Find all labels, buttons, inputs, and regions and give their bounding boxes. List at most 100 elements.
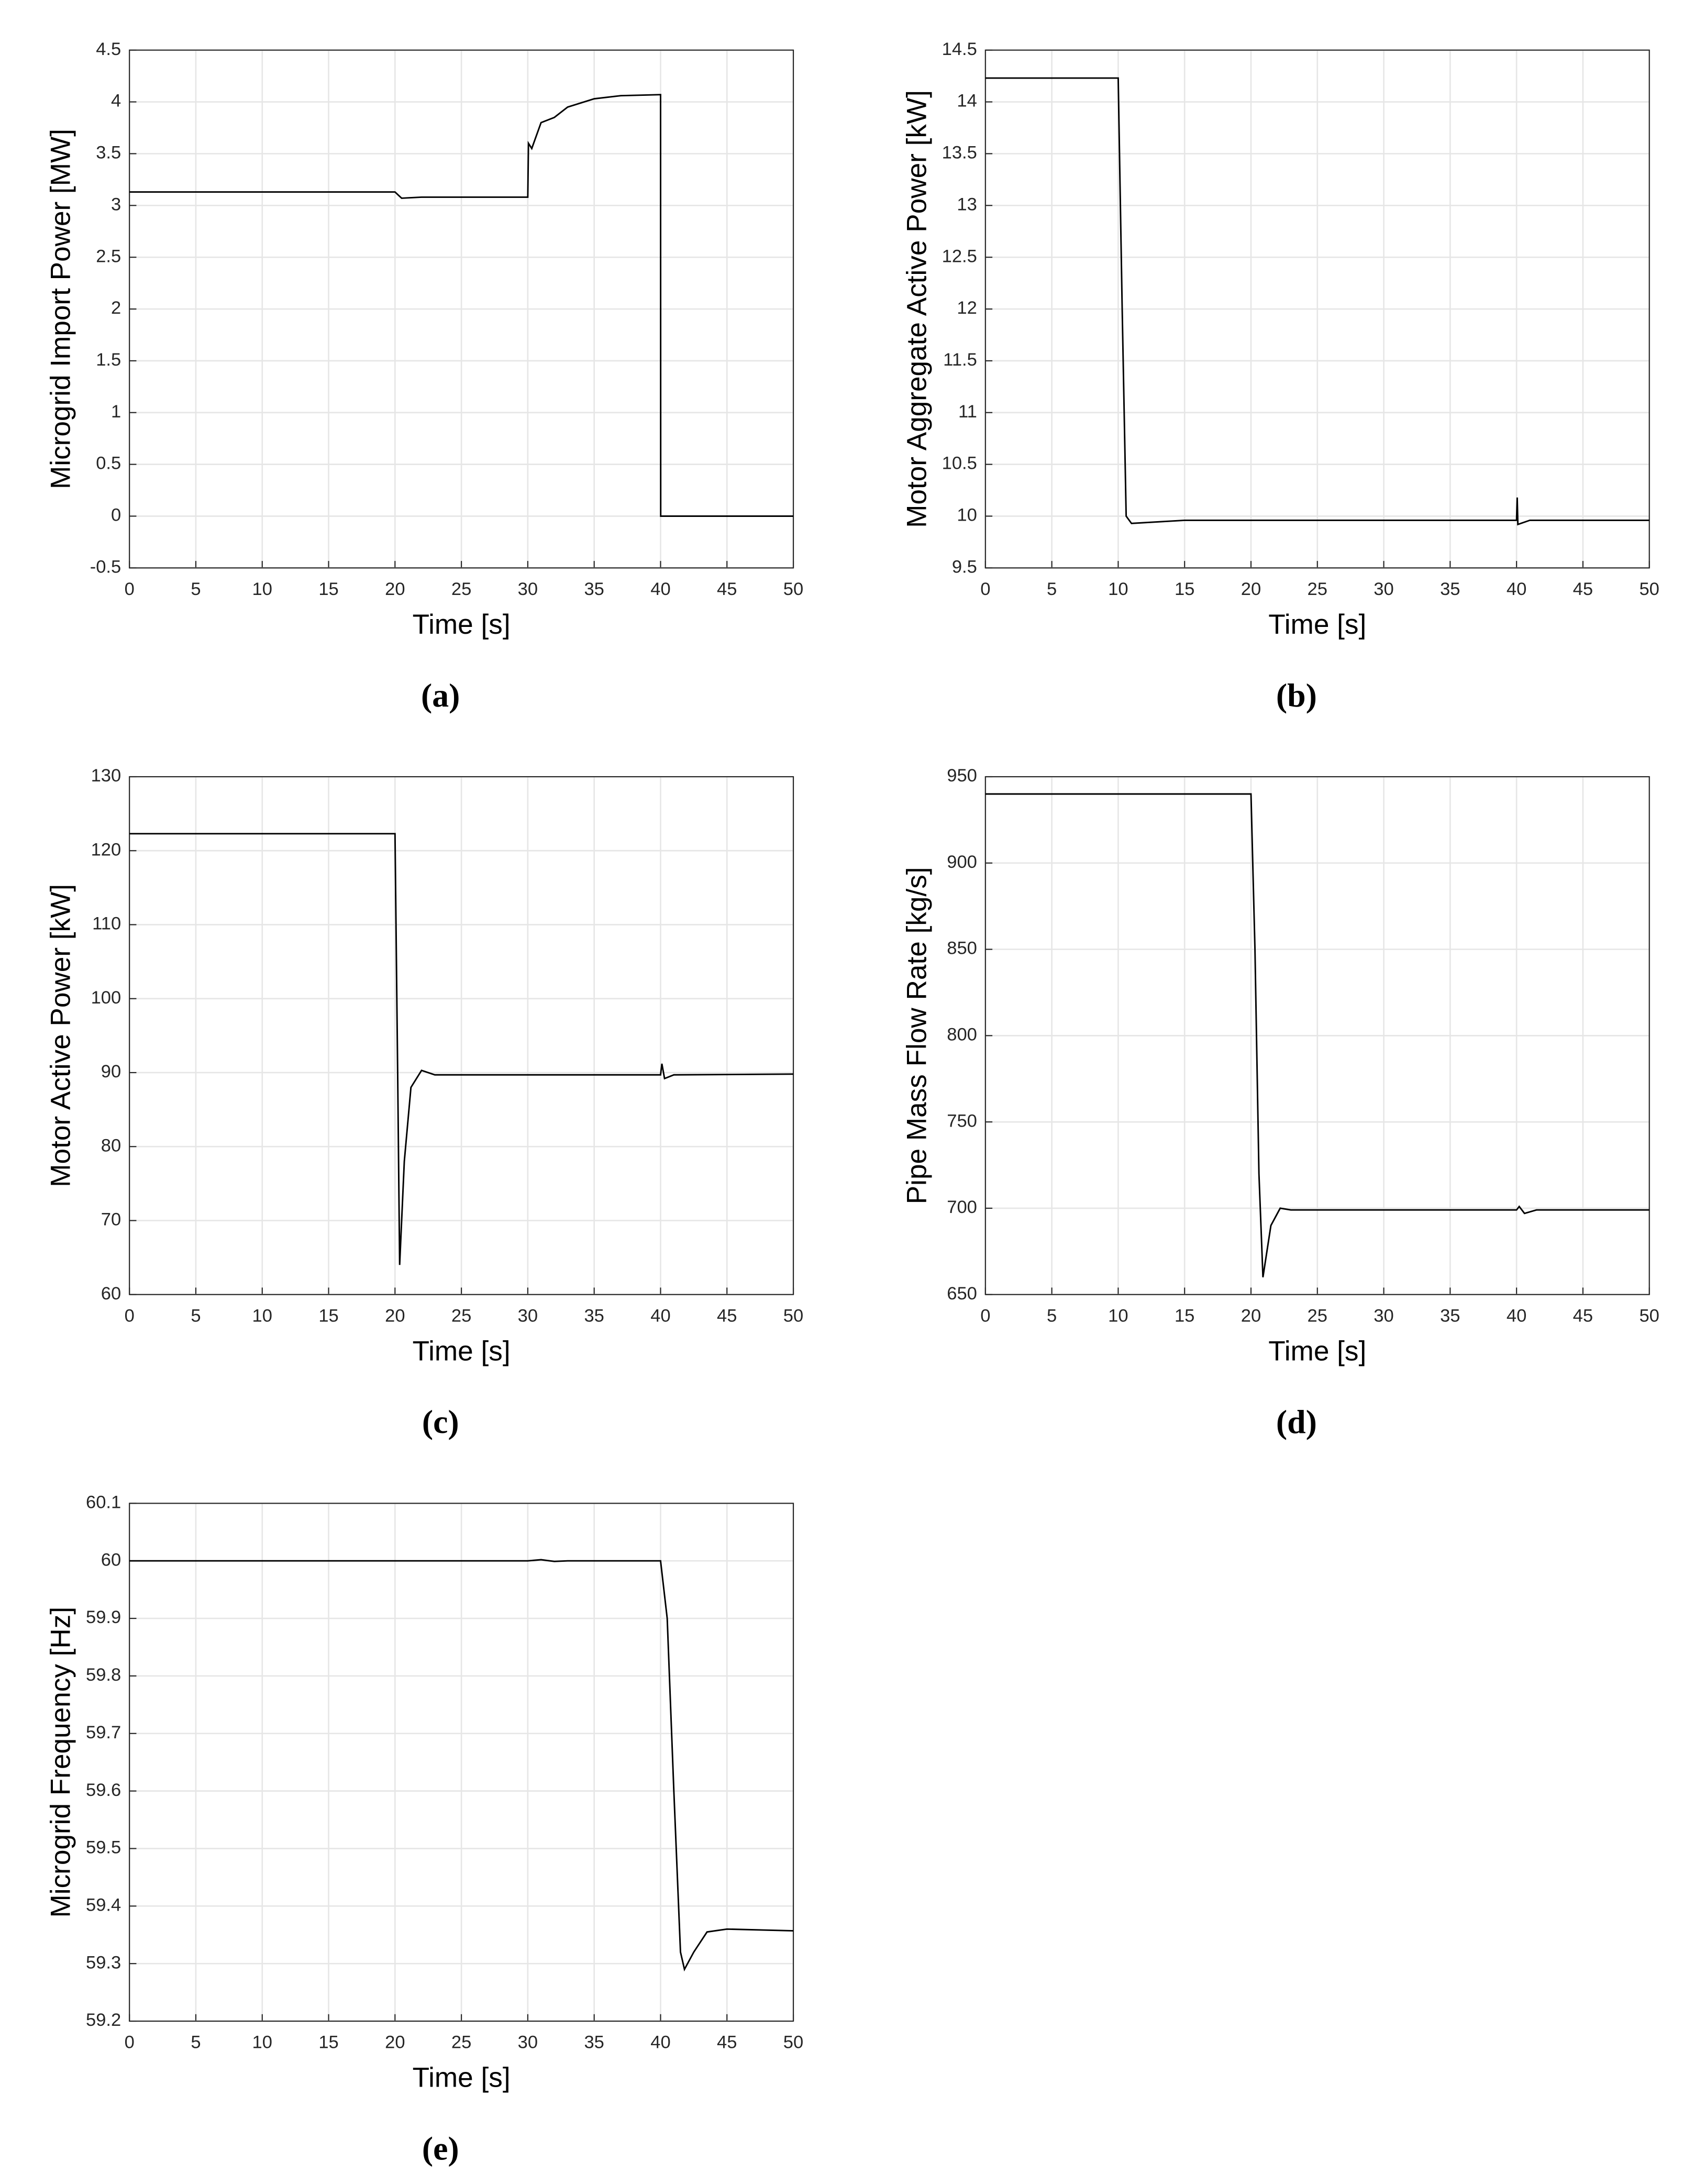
x-tick-label: 20 <box>385 1306 405 1326</box>
x-tick-label: 50 <box>1639 579 1659 599</box>
x-tick-label: 0 <box>125 2033 135 2053</box>
y-tick-label: -0.5 <box>90 557 121 577</box>
y-tick-label: 0 <box>111 505 121 525</box>
y-axis-label: Motor Aggregate Active Power [kW] <box>901 90 932 528</box>
x-tick-label: 25 <box>451 1306 471 1326</box>
y-tick-label: 90 <box>101 1062 121 1082</box>
y-tick-label: 800 <box>947 1024 977 1044</box>
y-tick-label: 1.5 <box>96 350 121 370</box>
caption: (d) <box>1276 1403 1317 1440</box>
x-tick-label: 35 <box>1440 1306 1460 1326</box>
y-tick-label: 900 <box>947 852 977 872</box>
x-tick-label: 45 <box>717 579 737 599</box>
x-tick-label: 40 <box>650 579 670 599</box>
x-tick-label: 15 <box>318 1306 338 1326</box>
y-tick-label: 59.4 <box>86 1895 121 1915</box>
y-tick-label: 750 <box>947 1111 977 1131</box>
axes-box <box>129 776 794 1295</box>
x-tick-label: 50 <box>1639 1306 1659 1326</box>
x-tick-label: 10 <box>1108 1306 1128 1326</box>
y-tick-label: 110 <box>92 914 121 934</box>
y-tick-label: 12.5 <box>942 246 977 266</box>
y-tick-label: 60 <box>101 1284 121 1304</box>
y-tick-label: 2.5 <box>96 246 121 266</box>
y-tick-label: 59.2 <box>86 2010 121 2030</box>
x-tick-label: 0 <box>980 1306 990 1326</box>
y-tick-label: 59.8 <box>86 1665 121 1685</box>
y-tick-label: 950 <box>947 766 977 786</box>
data-line <box>129 94 794 517</box>
y-tick-label: 9.5 <box>952 557 977 577</box>
y-tick-label: 10 <box>957 505 977 525</box>
axes-box <box>129 1503 794 2022</box>
y-tick-label: 80 <box>101 1135 121 1155</box>
data-line <box>985 793 1649 1277</box>
x-tick-label: 10 <box>252 1306 272 1326</box>
x-tick-label: 45 <box>1573 579 1593 599</box>
y-tick-label: 14.5 <box>942 39 977 59</box>
x-tick-label: 30 <box>518 2033 538 2053</box>
x-tick-label: 25 <box>451 579 471 599</box>
x-tick-label: 35 <box>584 2033 604 2053</box>
x-tick-label: 45 <box>717 1306 737 1326</box>
x-tick-label: 5 <box>191 2033 201 2053</box>
y-tick-label: 700 <box>947 1197 977 1217</box>
x-tick-label: 50 <box>783 579 803 599</box>
y-tick-label: 650 <box>947 1284 977 1304</box>
x-tick-label: 0 <box>980 579 990 599</box>
y-tick-label: 0.5 <box>96 454 121 473</box>
x-tick-label: 20 <box>1241 1306 1261 1326</box>
y-tick-label: 11.5 <box>943 350 977 370</box>
y-tick-label: 59.7 <box>86 1723 121 1742</box>
x-tick-label: 15 <box>318 2033 338 2053</box>
y-tick-label: 59.9 <box>86 1607 121 1627</box>
y-tick-label: 10.5 <box>942 454 977 473</box>
x-tick-label: 15 <box>1175 1306 1194 1326</box>
x-tick-label: 50 <box>783 2033 803 2053</box>
y-tick-label: 13.5 <box>942 143 977 163</box>
x-tick-label: 35 <box>1440 579 1460 599</box>
y-tick-label: 11 <box>958 402 977 422</box>
axes-box <box>984 49 1650 569</box>
x-tick-label: 0 <box>125 579 135 599</box>
y-tick-label: 130 <box>91 766 121 786</box>
x-axis-label: Time [s] <box>1268 609 1366 640</box>
x-axis-label: Time [s] <box>413 609 511 640</box>
y-tick-label: 3.5 <box>96 143 121 163</box>
x-tick-label: 20 <box>385 579 405 599</box>
x-tick-label: 30 <box>518 579 538 599</box>
y-tick-label: 14 <box>957 91 977 111</box>
x-tick-label: 35 <box>584 1306 604 1326</box>
y-tick-label: 1 <box>111 402 121 422</box>
axes-box <box>129 49 794 569</box>
x-tick-label: 15 <box>1175 579 1194 599</box>
x-tick-label: 25 <box>451 2033 471 2053</box>
x-tick-label: 35 <box>584 579 604 599</box>
x-tick-label: 0 <box>125 1306 135 1326</box>
caption: (e) <box>422 2130 459 2167</box>
x-axis-label: Time [s] <box>413 2062 511 2093</box>
y-axis-label: Microgrid Import Power [MW] <box>46 129 76 489</box>
x-tick-label: 40 <box>1507 1306 1526 1326</box>
x-tick-label: 25 <box>1308 579 1327 599</box>
axes-box <box>984 776 1650 1295</box>
x-tick-label: 30 <box>1374 1306 1393 1326</box>
caption: (a) <box>421 677 460 714</box>
x-tick-label: 10 <box>252 2033 272 2053</box>
x-tick-label: 45 <box>717 2033 737 2053</box>
y-tick-label: 60.1 <box>86 1492 121 1512</box>
x-tick-label: 50 <box>783 1306 803 1326</box>
x-tick-label: 20 <box>385 2033 405 2053</box>
x-tick-label: 40 <box>1507 579 1526 599</box>
y-tick-label: 4 <box>111 91 121 111</box>
x-axis-label: Time [s] <box>413 1336 511 1366</box>
y-tick-label: 850 <box>947 939 977 958</box>
x-tick-label: 5 <box>191 1306 201 1326</box>
y-tick-label: 12 <box>957 298 977 318</box>
data-line <box>985 77 1649 526</box>
x-tick-label: 30 <box>518 1306 538 1326</box>
x-tick-label: 10 <box>1108 579 1128 599</box>
x-tick-label: 45 <box>1573 1306 1593 1326</box>
